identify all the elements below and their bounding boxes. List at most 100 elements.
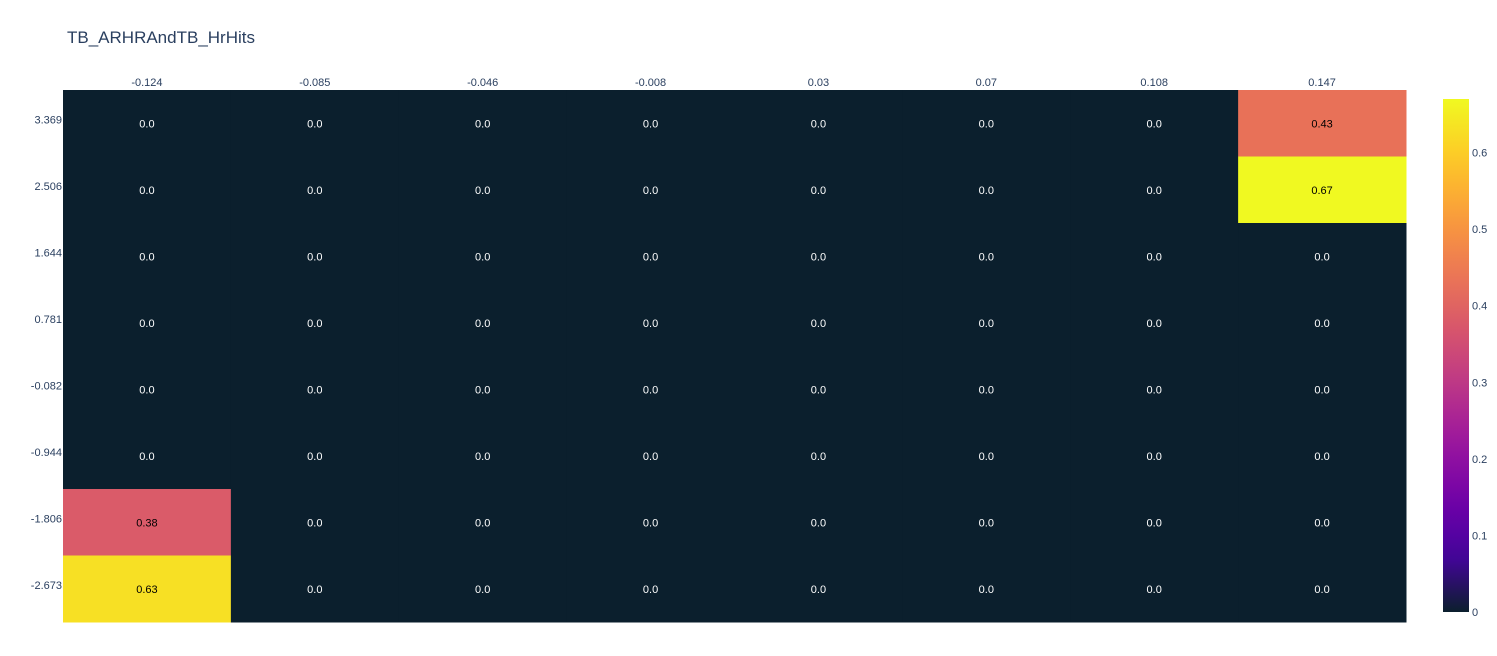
x-tick-label: 0.07 (976, 77, 997, 89)
heatmap-cell (1238, 289, 1407, 357)
colorbar (1443, 99, 1469, 612)
x-tick-label: -0.124 (131, 77, 162, 89)
cell-value-label: 0.0 (1314, 517, 1329, 529)
heatmap-cell (63, 223, 232, 290)
cell-value-label: 0.0 (811, 384, 826, 396)
cell-value-label: 0.43 (1311, 118, 1332, 130)
colorbar-tick-label: 0.4 (1472, 301, 1487, 313)
y-tick-label: 2.506 (34, 181, 62, 193)
cell-value-label: 0.0 (643, 251, 658, 263)
cell-value-label: 0.0 (475, 384, 490, 396)
heatmap-cell (63, 90, 232, 157)
heatmap-cell (1070, 555, 1239, 623)
heatmap-cell (734, 489, 903, 556)
heatmap-cell (566, 289, 735, 357)
heatmap-cell (566, 555, 735, 623)
heatmap-cell (398, 356, 568, 423)
heatmap-cell (902, 422, 1071, 490)
cell-value-label: 0.0 (1147, 584, 1162, 596)
cell-value-label: 0.0 (979, 251, 994, 263)
heatmap-cell (1238, 489, 1407, 556)
cell-value-label: 0.0 (811, 185, 826, 197)
heatmap-cell (1070, 223, 1239, 290)
heatmap-cell (230, 289, 400, 357)
heatmap-cell (902, 223, 1071, 290)
cell-value-label: 0.0 (643, 318, 658, 330)
heatmap-cell (398, 422, 568, 490)
heatmap-cell (1238, 90, 1407, 157)
cell-value-label: 0.0 (1147, 517, 1162, 529)
y-tick-label: 3.369 (34, 114, 62, 126)
cell-value-label: 0.0 (1314, 384, 1329, 396)
cell-value-label: 0.0 (979, 384, 994, 396)
heatmap-cell (1070, 356, 1239, 423)
cell-value-label: 0.0 (139, 251, 154, 263)
cell-value-label: 0.0 (1147, 451, 1162, 463)
cell-value-label: 0.67 (1311, 185, 1332, 197)
cell-value-label: 0.0 (307, 517, 322, 529)
heatmap-cell (398, 156, 568, 224)
heatmap-cell (230, 555, 400, 623)
cell-value-label: 0.0 (1147, 118, 1162, 130)
cell-value-label: 0.0 (811, 451, 826, 463)
colorbar-tick-label: 0.1 (1472, 530, 1487, 542)
cell-value-label: 0.0 (307, 185, 322, 197)
heatmap-cell (734, 356, 903, 423)
heatmap-cell (734, 223, 903, 290)
heatmap-cell (63, 422, 232, 490)
heatmap-cell (1070, 90, 1239, 157)
cell-value-label: 0.0 (811, 118, 826, 130)
cell-value-label: 0.0 (811, 318, 826, 330)
cell-value-label: 0.0 (307, 584, 322, 596)
cell-value-label: 0.0 (979, 318, 994, 330)
heatmap-cell (902, 356, 1071, 423)
cell-value-label: 0.0 (643, 185, 658, 197)
cell-value-label: 0.0 (1147, 384, 1162, 396)
heatmap-cell (63, 489, 232, 556)
heatmap-cell (230, 90, 400, 157)
cell-value-label: 0.0 (139, 451, 154, 463)
cell-value-label: 0.0 (1147, 185, 1162, 197)
x-tick-label: 0.108 (1140, 77, 1168, 89)
y-tick-label: 0.781 (34, 314, 62, 326)
heatmap-cell (734, 289, 903, 357)
cell-value-label: 0.0 (475, 251, 490, 263)
cell-value-label: 0.63 (136, 584, 157, 596)
heatmap-cell (734, 156, 903, 224)
heatmap-cell (734, 422, 903, 490)
heatmap-cell (1238, 555, 1407, 623)
heatmap-cell (63, 555, 232, 623)
heatmap-cell (1070, 156, 1239, 224)
cell-value-label: 0.0 (1314, 318, 1329, 330)
heatmap-cell (398, 555, 568, 623)
heatmap-cell (566, 156, 735, 224)
heatmap-cell (566, 356, 735, 423)
heatmap-cell (398, 489, 568, 556)
heatmap-cell (902, 289, 1071, 357)
heatmap-cell (566, 223, 735, 290)
heatmap-cell (1238, 223, 1407, 290)
cell-value-label: 0.0 (643, 451, 658, 463)
heatmap-cell (1070, 289, 1239, 357)
heatmap-cell (230, 156, 400, 224)
cell-value-label: 0.0 (307, 318, 322, 330)
cell-value-label: 0.0 (475, 517, 490, 529)
cell-value-label: 0.0 (979, 584, 994, 596)
heatmap-cell (63, 156, 232, 224)
cell-value-label: 0.0 (139, 384, 154, 396)
heatmap-cell (1070, 422, 1239, 490)
heatmap-cell (734, 555, 903, 623)
cell-value-label: 0.0 (307, 384, 322, 396)
heatmap-cell (1238, 356, 1407, 423)
colorbar-tick-label: 0.3 (1472, 377, 1487, 389)
heatmap-cell (902, 555, 1071, 623)
cell-value-label: 0.0 (1314, 584, 1329, 596)
cell-value-label: 0.0 (475, 185, 490, 197)
y-tick-label: 1.644 (34, 247, 62, 259)
y-tick-label: -0.082 (31, 380, 62, 392)
cell-value-label: 0.0 (643, 118, 658, 130)
colorbar-tick-label: 0.6 (1472, 148, 1487, 160)
colorbar-tick-label: 0 (1472, 607, 1478, 619)
heatmap-cell (63, 356, 232, 423)
